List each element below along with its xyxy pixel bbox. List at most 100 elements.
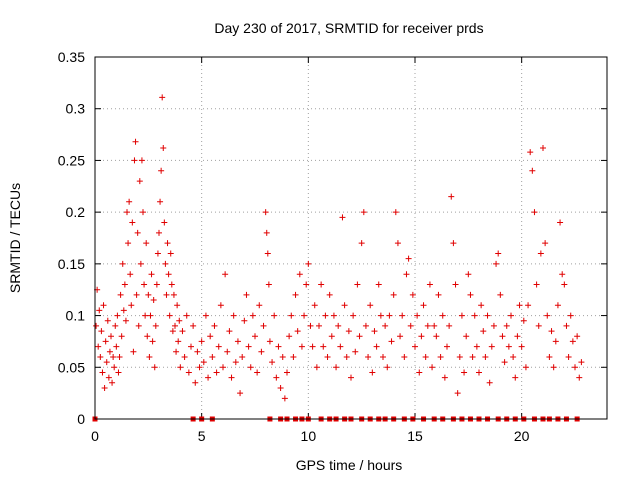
data-point [382, 322, 389, 329]
data-point [439, 312, 446, 319]
data-point [516, 302, 523, 309]
data-point [572, 364, 578, 371]
data-point [135, 322, 142, 329]
data-point [341, 302, 348, 309]
data-point [151, 364, 158, 371]
data-point [110, 353, 117, 360]
data-point [390, 291, 397, 298]
data-point [129, 219, 136, 226]
data-point [544, 312, 551, 319]
data-point [550, 364, 557, 371]
data-point [211, 322, 218, 329]
data-point [356, 333, 363, 340]
data-point [118, 333, 125, 340]
data-point [561, 281, 568, 288]
data-point [119, 260, 126, 267]
data-point [112, 322, 119, 329]
data-point [552, 338, 559, 345]
data-point [409, 291, 416, 298]
data-point [418, 333, 425, 340]
data-point [456, 353, 463, 360]
data-point [169, 328, 176, 335]
data-point [486, 379, 493, 386]
data-point [392, 209, 399, 216]
data-point [522, 364, 529, 371]
data-point [429, 364, 436, 371]
data-point [365, 353, 372, 360]
data-point [377, 312, 384, 319]
data-point [117, 291, 124, 298]
y-tick-label: 0.15 [58, 256, 85, 272]
data-point [407, 322, 414, 329]
data-point [286, 333, 293, 340]
data-point [322, 312, 329, 319]
data-point [105, 374, 112, 381]
data-point [290, 353, 297, 360]
data-point [101, 384, 108, 391]
data-point [520, 317, 527, 324]
data-point [433, 333, 440, 340]
y-tick-label: 0.35 [58, 49, 85, 65]
data-point [296, 271, 303, 278]
data-point [98, 328, 105, 335]
data-point [156, 229, 162, 236]
data-point [245, 343, 252, 350]
data-point [574, 333, 581, 340]
data-point [316, 322, 322, 329]
data-point [476, 369, 482, 376]
data-point [121, 281, 128, 288]
data-point [143, 240, 150, 247]
data-point [164, 240, 171, 247]
data-point [518, 343, 525, 350]
axis-ticks: 0 0.05 0.1 0.15 0.2 0.25 0.3 0.35 0 5 10 15 20 [58, 49, 607, 444]
data-point [266, 338, 273, 345]
data-point [260, 322, 267, 329]
y-tick-label: 0.3 [66, 101, 86, 117]
data-point [111, 364, 118, 371]
data-point [535, 322, 542, 329]
data-point [309, 343, 316, 350]
y-tick-label: 0.2 [66, 204, 86, 220]
data-point [426, 281, 433, 288]
data-point [394, 240, 401, 247]
data-point [160, 145, 167, 152]
data-point [154, 250, 161, 257]
data-point [307, 322, 314, 329]
data-point [95, 343, 102, 350]
data-point [469, 353, 476, 360]
data-point [420, 302, 427, 309]
data-point [320, 343, 327, 350]
data-point [237, 390, 244, 397]
data-point [567, 312, 574, 319]
data-point [100, 302, 107, 309]
data-point [403, 271, 410, 278]
data-point [102, 338, 109, 345]
data-point [424, 322, 431, 329]
data-point [142, 312, 149, 319]
data-point [224, 348, 231, 355]
data-point [254, 369, 261, 376]
data-point [542, 240, 549, 247]
data-point [499, 333, 506, 340]
data-point [128, 302, 135, 309]
x-tick-label: 5 [198, 428, 206, 444]
data-point [172, 322, 178, 329]
data-point [194, 348, 201, 355]
data-point [540, 145, 546, 152]
data-point [512, 374, 519, 381]
y-tick-label: 0.05 [58, 359, 85, 375]
data-point [157, 198, 164, 205]
data-point [352, 348, 359, 355]
data-point [371, 328, 378, 335]
data-point [501, 359, 508, 366]
data-point [557, 219, 564, 226]
data-point [414, 312, 421, 319]
data-point [337, 343, 344, 350]
data-point [450, 240, 457, 247]
data-point [565, 353, 572, 360]
data-point [343, 353, 350, 360]
x-tick-label: 10 [301, 428, 317, 444]
data-point [263, 229, 270, 236]
data-point [234, 338, 241, 345]
data-point [478, 302, 485, 309]
